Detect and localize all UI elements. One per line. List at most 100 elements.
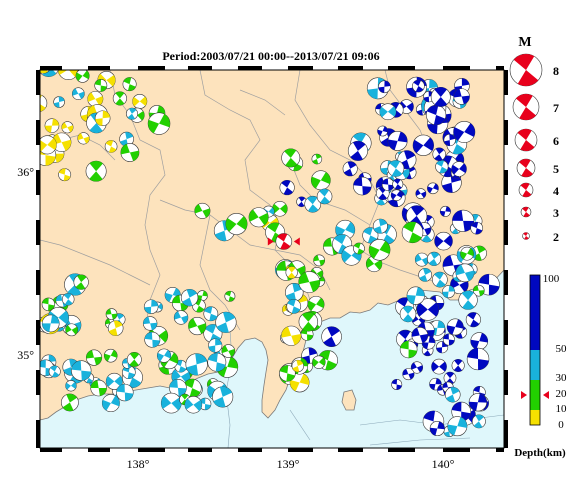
earthquake-beachball (75, 70, 90, 83)
earthquake-beachball (142, 316, 158, 331)
earthquake-beachball (291, 359, 304, 373)
earthquake-beachball (472, 284, 485, 297)
earthquake-beachball (427, 182, 439, 195)
earthquake-beachball (460, 246, 474, 261)
earthquake-beachball (399, 340, 418, 359)
depth-tick-10: 10 (556, 403, 568, 415)
earthquake-beachball (61, 121, 74, 134)
earthquake-beachball (289, 372, 310, 393)
magnitude-legend-value: 8 (553, 64, 559, 78)
magnitude-legend-ball (516, 158, 536, 178)
earthquake-beachball (443, 133, 456, 147)
earthquake-beachball (107, 320, 124, 336)
earthquake-beachball (196, 290, 208, 302)
frame-tick (288, 448, 313, 452)
frame-tick (388, 448, 415, 452)
earthquake-beachball (425, 104, 447, 126)
earthquake-beachball (368, 239, 391, 261)
earthquake-beachball (224, 290, 236, 302)
frame-tick (496, 66, 504, 70)
frame-tick (138, 448, 165, 452)
map-frame-ticks (36, 66, 508, 452)
map-title: Period:2003/07/21 00:00--2013/07/21 09:0… (162, 49, 379, 63)
frame-tick (88, 448, 110, 452)
earthquake-beachball (41, 314, 60, 333)
frame-tick (288, 66, 313, 70)
earthquake-beachball (71, 360, 92, 381)
earthquake-beachball (453, 88, 470, 105)
frame-tick (338, 448, 363, 452)
earthquake-beachball (147, 112, 171, 135)
earthquake-beachball (470, 332, 489, 350)
frame-tick (504, 370, 508, 395)
frame-tick (504, 270, 508, 295)
depth-marker-right (543, 391, 549, 399)
earthquake-beachball (466, 347, 490, 371)
earthquake-beachball (401, 221, 424, 244)
earthquake-beachball (65, 380, 77, 392)
frame-tick (36, 170, 40, 195)
magnitude-legend-value: 3 (553, 206, 559, 220)
earthquake-beachball (120, 143, 140, 162)
earthquake-beachball (77, 132, 90, 145)
earthquake-beachball (332, 234, 353, 255)
frame-tick (36, 270, 40, 295)
earthquake-beachball (286, 299, 302, 314)
earthquake-beachball (435, 160, 449, 174)
earthquake-beachball (307, 295, 325, 313)
frame-tick (40, 66, 62, 70)
earthquake-beachball (248, 207, 269, 228)
earthquake-beachball (116, 383, 134, 402)
earthquake-beachball (412, 134, 434, 156)
magnitude-legend-value: 6 (553, 134, 559, 148)
magnitude-legend-ball (520, 206, 532, 218)
depth-tick-100: 100 (543, 273, 560, 285)
earthquake-beachball (447, 416, 468, 437)
y-tick-35: 35° (17, 348, 34, 362)
earthquake-beachball (310, 170, 331, 191)
depth-marker-left (521, 391, 527, 399)
earthquake-beachball (470, 221, 484, 235)
earthquake-beachball (69, 70, 73, 71)
earthquake-beachball (430, 86, 451, 107)
frame-tick (238, 448, 262, 452)
depth-colorbar-frame (529, 274, 541, 426)
depth-tick-30: 30 (556, 372, 568, 384)
magnitude-legend-label: M (518, 35, 531, 50)
earthquake-beachball (160, 392, 182, 414)
earthquake-beachball (94, 110, 111, 127)
map-border (39, 69, 505, 449)
earthquake-beachball (378, 80, 391, 94)
island (341, 389, 357, 411)
earthquake-beachball (311, 153, 323, 165)
earthquake-beachball (392, 178, 404, 190)
frame-tick (36, 370, 40, 395)
magnitude-legend: M 8 7 6 5 4 3 2 (509, 35, 559, 244)
earthquake-beachball (442, 285, 456, 299)
earthquake-beachball (144, 331, 161, 348)
earthquake-beachball (285, 283, 304, 302)
earthquake-beachball (406, 286, 425, 305)
frame-tick (40, 448, 62, 452)
frame-tick (188, 448, 212, 452)
earthquake-beachball (185, 353, 208, 376)
magnitude-legend-ball (509, 53, 543, 87)
earthquake-beachball (104, 140, 118, 153)
magnitude-legend-ball (522, 232, 530, 240)
earthquake-beachball (281, 148, 301, 168)
earthquake-beachball (125, 107, 138, 120)
earthquake-beachball (342, 161, 358, 177)
frame-tick (36, 320, 40, 345)
map-area[interactable] (30, 55, 508, 452)
magnitude-legend-ball (518, 182, 534, 198)
x-tick-139: 139° (277, 457, 300, 471)
earthquake-beachball (416, 298, 440, 321)
earthquake-beachball (215, 311, 237, 333)
earthquake-beachball (212, 386, 234, 408)
earthquake-beachball (58, 168, 72, 182)
earthquake-beachball (316, 188, 333, 205)
frame-tick (88, 66, 110, 70)
earthquake-beachball (431, 358, 447, 375)
frame-tick (504, 170, 508, 195)
earthquake-beachball (194, 202, 211, 219)
